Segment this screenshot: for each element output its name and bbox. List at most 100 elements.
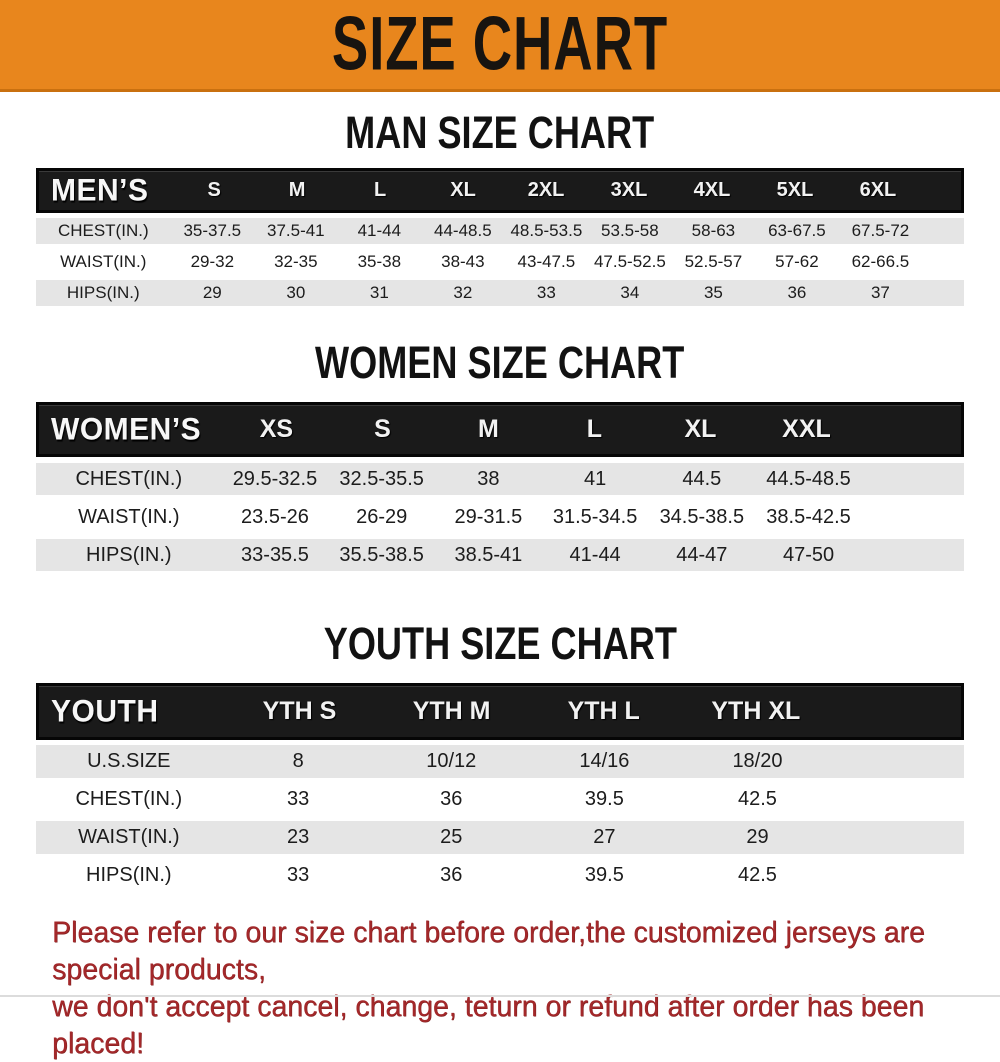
- size-value: 34: [620, 283, 640, 302]
- bottom-divider: [0, 995, 1000, 997]
- size-value: 36: [440, 788, 463, 810]
- table-row: WAIST(IN.) 23.5-26 26-29 29-31.5 31.5-34…: [36, 501, 964, 533]
- womens-table-label: WOMEN’S: [51, 411, 202, 447]
- size-value: 35-38: [357, 252, 402, 271]
- size-col-header: XXL: [782, 415, 831, 443]
- size-col-header: YTH L: [567, 697, 640, 725]
- size-value: 33: [536, 283, 556, 302]
- size-value: 38.5-41: [454, 543, 523, 566]
- table-row: WAIST(IN.) 29-32 32-35 35-38 38-43 43-47…: [36, 249, 964, 275]
- size-value: 38.5-42.5: [766, 505, 851, 528]
- size-value: 35.5-38.5: [339, 543, 424, 566]
- size-value: 38-43: [441, 252, 485, 271]
- size-col-header: 6XL: [859, 179, 897, 201]
- womens-table-header: WOMEN’S XS S M L XL XXL: [36, 402, 964, 457]
- size-value: 29: [202, 283, 222, 302]
- size-value: 32.5-35.5: [339, 467, 424, 490]
- size-value: 29-31.5: [454, 505, 523, 528]
- size-col-header: M: [288, 179, 306, 201]
- size-col-header: S: [207, 179, 221, 201]
- youth-size-table: YOUTH YTH S YTH M YTH L YTH XL U.S.SIZE …: [36, 683, 964, 892]
- order-disclaimer: Please refer to our size chart before or…: [52, 914, 953, 1062]
- table-row: U.S.SIZE 8 10/12 14/16 18/20: [36, 745, 964, 778]
- row-label: HIPS(IN.): [86, 864, 172, 886]
- row-label: CHEST(IN.): [57, 221, 149, 240]
- mens-table-label: MEN’S: [51, 172, 149, 208]
- size-chart-banner: SIZE CHART: [0, 0, 1000, 92]
- size-value: 43-47.5: [517, 252, 576, 271]
- size-col-header: YTH S: [262, 697, 337, 725]
- size-col-header: 3XL: [610, 179, 648, 201]
- size-value: 30: [286, 283, 306, 302]
- table-row: CHEST(IN.) 35-37.5 37.5-41 41-44 44-48.5…: [36, 218, 964, 244]
- womens-size-table: WOMEN’S XS S M L XL XXL CHEST(IN.) 29.5-…: [36, 402, 964, 571]
- mens-size-table: MEN’S S M L XL 2XL 3XL 4XL 5XL 6XL CHEST…: [36, 168, 964, 306]
- size-value: 44.5-48.5: [766, 467, 851, 490]
- row-label: CHEST(IN.): [75, 467, 183, 490]
- size-value: 35: [703, 283, 723, 302]
- size-value: 29.5-32.5: [232, 467, 318, 490]
- size-value: 33: [287, 788, 310, 810]
- size-value: 52.5-57: [684, 252, 743, 271]
- size-value: 33-35.5: [241, 543, 309, 566]
- size-value: 53.5-58: [601, 221, 659, 240]
- size-value: 47-50: [782, 543, 835, 566]
- size-value: 10/12: [426, 750, 477, 772]
- size-value: 32: [453, 283, 473, 302]
- size-value: 36: [440, 864, 463, 886]
- size-col-header: 2XL: [527, 179, 565, 201]
- table-row: WAIST(IN.) 23 25 27 29: [36, 821, 964, 854]
- size-col-header: M: [478, 415, 499, 443]
- size-value: 42.5: [738, 864, 777, 886]
- size-value: 44-48.5: [434, 221, 492, 240]
- size-col-header: S: [374, 415, 391, 443]
- disclaimer-line-2: we don't accept cancel, change, teturn o…: [52, 990, 925, 1060]
- size-value: 41-44: [569, 543, 621, 566]
- table-row: CHEST(IN.) 29.5-32.5 32.5-35.5 38 41 44.…: [36, 463, 964, 495]
- size-value: 27: [593, 826, 616, 848]
- size-col-header: XS: [259, 415, 294, 443]
- size-value: 48.5-53.5: [510, 221, 583, 240]
- size-value: 35-37.5: [183, 221, 242, 240]
- size-col-header: YTH XL: [711, 697, 801, 725]
- youth-size-chart-title: YOUTH SIZE CHART: [323, 618, 677, 669]
- size-value: 47.5-52.5: [593, 252, 666, 271]
- size-col-header: L: [374, 179, 387, 201]
- size-value: 32-35: [274, 252, 318, 271]
- size-value: 29-32: [190, 252, 235, 271]
- size-value: 41: [583, 467, 607, 490]
- size-col-header: L: [586, 415, 603, 443]
- size-value: 37: [870, 283, 890, 302]
- size-value: 38: [477, 467, 500, 490]
- size-value: 14/16: [579, 750, 630, 772]
- row-label: HIPS(IN.): [66, 283, 140, 302]
- size-value: 62-66.5: [851, 252, 910, 271]
- size-value: 29: [746, 826, 769, 848]
- row-label: WAIST(IN.): [60, 252, 147, 271]
- youth-table-header: YOUTH YTH S YTH M YTH L YTH XL: [36, 683, 964, 740]
- size-value: 39.5: [584, 864, 624, 886]
- row-label: HIPS(IN.): [86, 543, 172, 566]
- size-value: 39.5: [584, 788, 624, 810]
- size-value: 26-29: [356, 505, 408, 528]
- size-value: 18/20: [732, 750, 783, 772]
- table-row: HIPS(IN.) 29 30 31 32 33 34 35 36 37: [36, 280, 964, 306]
- table-row: HIPS(IN.) 33-35.5 35.5-38.5 38.5-41 41-4…: [36, 539, 964, 571]
- size-col-header: 5XL: [776, 179, 814, 201]
- size-value: 23.5-26: [241, 505, 309, 528]
- size-value: 23: [287, 826, 310, 848]
- mens-table-header: MEN’S S M L XL 2XL 3XL 4XL 5XL 6XL: [36, 168, 964, 213]
- size-value: 58-63: [691, 221, 736, 240]
- size-value: 25: [440, 826, 463, 848]
- size-value: 31: [369, 283, 389, 302]
- size-value: 57-62: [775, 252, 819, 271]
- size-value: 36: [787, 283, 807, 302]
- size-value: 8: [292, 750, 304, 772]
- row-label: WAIST(IN.): [78, 505, 180, 528]
- size-value: 63-67.5: [768, 221, 826, 240]
- table-row: HIPS(IN.) 33 36 39.5 42.5: [36, 859, 964, 892]
- size-col-header: XL: [684, 415, 717, 443]
- size-value: 37.5-41: [266, 221, 325, 240]
- row-label: WAIST(IN.): [78, 826, 180, 848]
